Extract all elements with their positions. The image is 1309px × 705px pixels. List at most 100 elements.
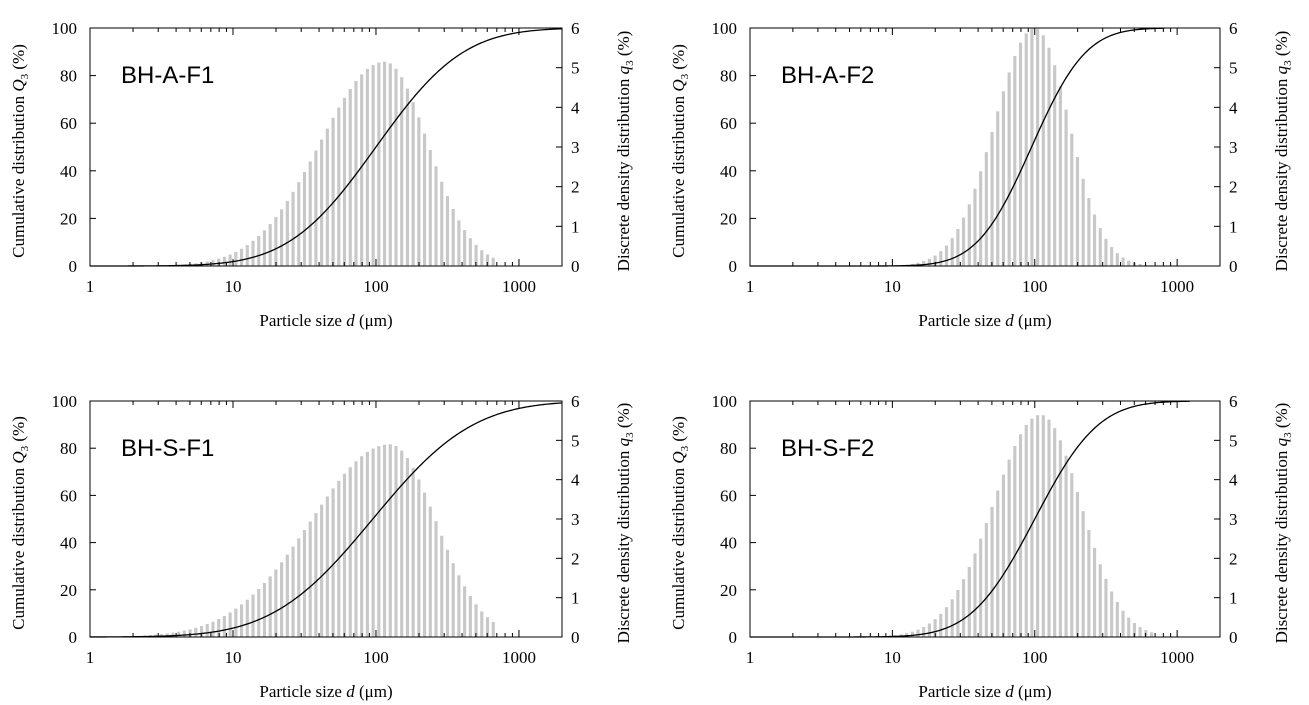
q3-bar (1138, 627, 1142, 637)
q3-bar (382, 444, 387, 637)
y-tick-label-right: 2 (571, 178, 580, 197)
q3-bar (285, 554, 289, 637)
q3-bar (302, 530, 307, 637)
q3-bar (990, 506, 994, 637)
q3-bar (1013, 445, 1017, 637)
q3-bar (916, 629, 920, 637)
x-tick-label: 100 (363, 277, 389, 296)
q3-bar (1110, 591, 1114, 637)
q3-bar (1064, 109, 1068, 266)
y-tick-label-right: 4 (1229, 98, 1238, 117)
y-tick-label-right: 6 (571, 392, 580, 411)
q3-bar (1081, 511, 1085, 637)
q3-bar (354, 461, 358, 637)
q3-bar (411, 467, 415, 637)
y-tick-label-right: 0 (571, 628, 580, 647)
y-tick-label-right: 0 (571, 257, 580, 276)
q3-bar (1149, 632, 1154, 637)
x-tick-label: 100 (363, 648, 389, 667)
q3-bar (910, 631, 914, 637)
y-tick-label-right: 1 (571, 217, 580, 236)
q3-bar (320, 504, 324, 637)
y-tick-label-right: 1 (1229, 589, 1238, 608)
y-tick-label-right: 2 (1229, 549, 1238, 568)
q3-bar (1098, 564, 1102, 637)
q3-bar (1024, 425, 1028, 637)
q3-bar (485, 617, 490, 637)
q3-bar (1053, 428, 1057, 637)
x-tick-label: 1 (746, 648, 755, 667)
q3-bar (962, 217, 966, 266)
q3-bar (956, 589, 960, 637)
y-tick-label-left: 20 (720, 581, 737, 600)
x-tick-label: 1 (746, 277, 755, 296)
y-tick-label-left: 80 (60, 439, 77, 458)
q3-bar (348, 467, 352, 637)
q3-bar (1070, 473, 1074, 637)
q3-bar (996, 490, 1000, 637)
q3-bar (262, 230, 267, 266)
y-tick-label-right: 1 (1229, 217, 1238, 236)
q3-bar (440, 181, 444, 266)
chart-panel-2: 1 10 100 10000204060801000123456BH-A-F2Part… (669, 19, 1294, 330)
cumulative-curve (90, 402, 562, 638)
q3-bar (1007, 459, 1011, 637)
q3-bar (371, 64, 375, 266)
q3-bar (1075, 491, 1080, 637)
q3-bar (222, 615, 226, 637)
q3-bar (474, 244, 478, 266)
y-tick-label-left: 80 (720, 439, 737, 458)
q3-bar (423, 133, 427, 266)
q3-bar (979, 538, 983, 637)
q3-bar (245, 599, 249, 637)
x-axis-label: Particle size d (μm) (918, 311, 1051, 330)
y-tick-label-left: 0 (69, 628, 78, 647)
q3-bar (211, 260, 215, 266)
y-tick-label-left: 60 (60, 486, 77, 505)
q3-bar (388, 444, 392, 637)
panel-title: BH-A-F2 (781, 62, 874, 89)
q3-bar (922, 261, 926, 266)
q3-bar (194, 627, 198, 637)
q3-bar (394, 446, 398, 637)
q3-bar (342, 97, 347, 266)
y-tick-label-left: 80 (720, 67, 737, 86)
q3-bar (400, 77, 404, 266)
q3-bar (325, 496, 329, 637)
q3-bar (434, 521, 438, 637)
q3-bar (405, 88, 410, 266)
q3-bar (400, 450, 404, 637)
q3-bar (274, 569, 278, 637)
q3-bar (348, 88, 352, 266)
q3-bar (1041, 35, 1045, 266)
y-tick-label-right: 5 (571, 431, 580, 450)
q3-bar (1041, 415, 1045, 637)
q3-bar (262, 582, 267, 637)
x-ticks (749, 401, 1221, 637)
q3-bar (1081, 178, 1085, 266)
q3-bar (1115, 602, 1119, 637)
q3-bar (291, 191, 295, 266)
q3-bar (297, 538, 301, 637)
q3-bar (211, 621, 215, 637)
q3-bar (933, 255, 937, 266)
q3-bar (1132, 623, 1136, 637)
q3-bar (468, 596, 472, 637)
y-tick-label-right: 6 (1229, 392, 1238, 411)
q3-bar (297, 182, 301, 266)
q3-bar (1110, 247, 1114, 266)
q3-bar (371, 448, 375, 637)
y-tick-label-right: 0 (1229, 628, 1238, 647)
q3-bar (320, 139, 324, 266)
y-tick-label-right: 3 (571, 510, 580, 529)
q3-bar (331, 488, 335, 637)
y-tick-label-right: 6 (571, 19, 580, 38)
y-tick-label-left: 60 (720, 486, 737, 505)
chart-panel-3: 1 10 100 10000204060801000123456BH-S-F1Part… (9, 392, 636, 701)
q3-bar (360, 456, 364, 637)
q3-bar (1018, 434, 1023, 637)
y-tick-label-right: 2 (1229, 178, 1238, 197)
q3-bar (314, 150, 318, 266)
q3-bar (463, 586, 467, 637)
